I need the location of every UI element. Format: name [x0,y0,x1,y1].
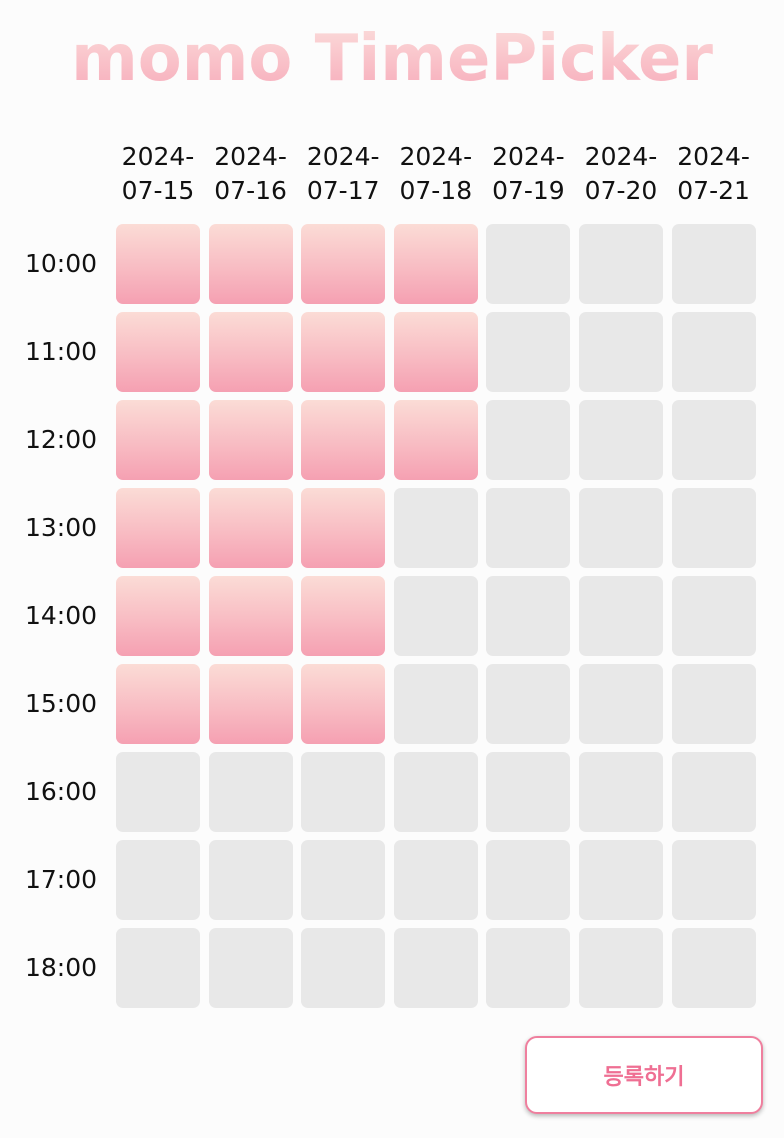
time-slot-cell[interactable] [393,312,478,392]
day-header-year: 2024- [121,142,195,171]
time-slot-cell[interactable] [486,664,571,744]
day-header: 2024- 07-19 [484,140,572,208]
time-slot-cell[interactable] [671,488,756,568]
time-slot-cell[interactable] [208,576,293,656]
time-slot-cell[interactable] [486,488,571,568]
time-label: 14:00 [24,601,98,630]
time-slot-cell[interactable] [671,664,756,744]
day-header: 2024- 07-21 [670,140,758,208]
time-slot-cell[interactable] [301,488,386,568]
time-slot-cell[interactable] [393,752,478,832]
time-label: 15:00 [24,689,98,718]
time-slot-cell[interactable] [393,840,478,920]
time-slot-cell[interactable] [393,224,478,304]
time-slot-cell[interactable] [301,664,386,744]
time-slot-cell[interactable] [301,312,386,392]
time-slot-cell[interactable] [116,664,200,744]
day-header-year: 2024- [399,142,473,171]
time-slot-cell[interactable] [301,400,386,480]
time-slot-cell[interactable] [486,928,571,1008]
time-slot-cell[interactable] [393,664,478,744]
day-header: 2024- 07-17 [299,140,387,208]
day-header-date: 07-20 [584,176,658,205]
submit-button[interactable]: 등록하기 [525,1036,763,1114]
time-slot-cell[interactable] [116,400,200,480]
time-slot-cell[interactable] [579,488,663,568]
time-slot-cell[interactable] [579,312,663,392]
day-header: 2024- 07-18 [392,140,480,208]
time-slot-cell[interactable] [671,752,756,832]
time-slot-cell[interactable] [116,840,200,920]
time-slot-cell[interactable] [579,400,663,480]
day-header-year: 2024- [306,142,380,171]
day-header-date: 07-21 [677,176,750,205]
time-slot-cell[interactable] [393,400,478,480]
time-slot-cell[interactable] [208,400,293,480]
time-slot-cell[interactable] [208,224,293,304]
time-slot-cell[interactable] [579,928,663,1008]
time-slot-cell[interactable] [208,928,293,1008]
time-slot-cell[interactable] [301,840,386,920]
time-slot-cell[interactable] [208,312,293,392]
day-header-year: 2024- [492,142,565,171]
time-slot-cell[interactable] [301,752,386,832]
time-slot-cell[interactable] [301,928,386,1008]
time-slot-cell[interactable] [579,576,663,656]
day-header-date: 07-15 [121,176,195,205]
time-slot-cell[interactable] [393,488,478,568]
time-slot-cell[interactable] [579,664,663,744]
time-slot-cell[interactable] [393,928,478,1008]
time-slot-cell[interactable] [208,752,293,832]
time-slot-cell[interactable] [486,840,571,920]
time-slot-cell[interactable] [579,752,663,832]
time-label: 13:00 [24,513,98,542]
time-slot-cell[interactable] [116,312,200,392]
time-slot-cell[interactable] [393,576,478,656]
time-slot-cell[interactable] [486,576,571,656]
day-header-date: 07-16 [214,176,287,205]
time-slot-cell[interactable] [486,312,571,392]
day-header-year: 2024- [584,142,658,171]
time-slot-cell[interactable] [116,488,200,568]
time-slot-cell[interactable] [486,224,571,304]
time-slot-cell[interactable] [116,928,200,1008]
time-label: 17:00 [24,865,98,894]
day-header: 2024- 07-16 [207,140,295,208]
time-slot-cell[interactable] [301,224,386,304]
time-label: 16:00 [24,777,98,806]
time-label: 18:00 [24,953,98,982]
time-slot-cell[interactable] [671,224,756,304]
time-slot-cell[interactable] [208,488,293,568]
time-slot-cell[interactable] [301,576,386,656]
day-header-date: 07-19 [492,176,565,205]
time-slot-cell[interactable] [671,576,756,656]
time-slot-cell[interactable] [579,840,663,920]
time-slot-cell[interactable] [671,312,756,392]
time-slot-cell[interactable] [116,224,200,304]
day-header-year: 2024- [214,142,287,171]
time-slot-cell[interactable] [671,840,756,920]
day-header: 2024- 07-15 [114,140,202,208]
day-header-date: 07-18 [399,176,473,205]
time-slot-cell[interactable] [208,840,293,920]
time-label: 10:00 [24,249,98,278]
time-slot-cell[interactable] [116,752,200,832]
time-slot-cell[interactable] [671,928,756,1008]
time-slot-cell[interactable] [486,400,571,480]
day-header-year: 2024- [677,142,750,171]
time-label: 11:00 [24,337,98,366]
time-slot-cell[interactable] [579,224,663,304]
time-label: 12:00 [24,425,98,454]
day-header-date: 07-17 [306,176,380,205]
time-slot-cell[interactable] [486,752,571,832]
time-slot-cell[interactable] [208,664,293,744]
time-slot-cell[interactable] [116,576,200,656]
time-slot-cell[interactable] [671,400,756,480]
day-header: 2024- 07-20 [577,140,665,208]
page-title: momo TimePicker [0,14,784,104]
